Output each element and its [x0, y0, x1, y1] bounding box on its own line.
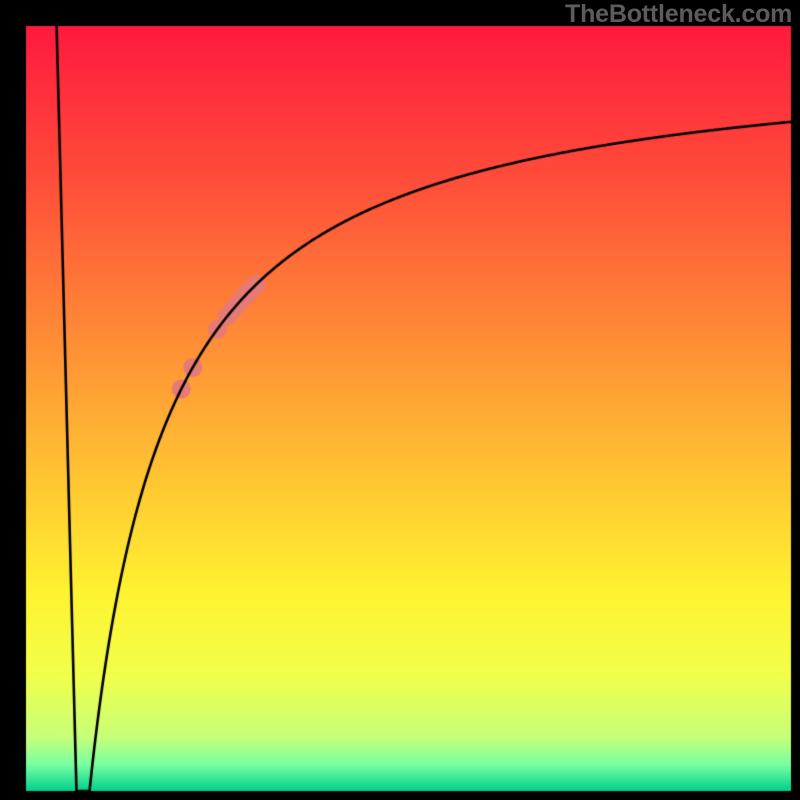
chart-container: TheBottleneck.com [0, 0, 800, 800]
bottleneck-chart-canvas [0, 0, 800, 800]
watermark: TheBottleneck.com [565, 0, 792, 29]
